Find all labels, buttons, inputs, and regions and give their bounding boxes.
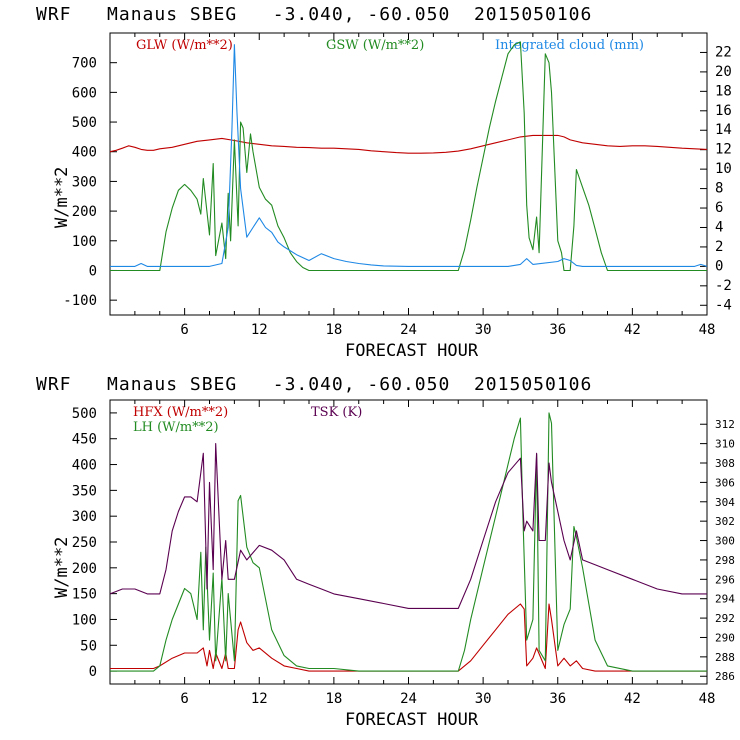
x-tick-label: 6 [180,322,188,338]
y2-tick-label: 4 [715,219,723,235]
x-tick-label: 12 [251,691,268,707]
chart-glw-gsw-cloud: WRF Manaus SBEG -3.040, -60.050 20150501… [36,4,732,361]
x-tick-label: 36 [549,322,566,338]
y2-tick-label: 10 [715,161,732,177]
x-tick-label: 42 [624,691,641,707]
y2-tick-label: 300 [715,535,735,548]
legend-glw: GLW (W/m**2) [136,38,233,53]
y-tick-label: 400 [72,458,97,474]
y-tick-label: 0 [89,263,97,279]
y2-tick-label: 310 [715,438,735,451]
x-axis-label: FORECAST HOUR [345,341,479,361]
series-line-glw [109,134,708,154]
y-tick-label: 300 [72,509,97,525]
series-line-lh [110,412,707,672]
y2-tick-label: 8 [715,181,723,197]
y2-tick-label: 312 [715,418,735,431]
legend-tsk: TSK (K) [311,405,362,420]
x-tick-label: 24 [400,322,417,338]
y-tick-label: -100 [63,293,97,309]
x-tick-label: 12 [251,322,268,338]
axis-ticks: 6 12 18 24 30 36 42 48-100010020030040050060070… [63,33,732,338]
y-tick-label: 100 [72,234,97,250]
y2-tick-label: 286 [715,670,735,683]
y-tick-label: 700 [72,56,97,72]
series-line-gsw [110,41,707,272]
legend-hfx: HFX (W/m**2) [133,405,228,420]
y-tick-label: 600 [72,85,97,101]
y-tick-label: 100 [72,612,97,628]
series-lines [109,412,707,672]
y2-tick-label: -4 [715,297,732,313]
y2-tick-label: 18 [715,83,732,99]
y-axis-label: W/m**2 [52,167,72,228]
x-axis-label: FORECAST HOUR [345,710,479,730]
y2-tick-label: 2 [715,239,723,255]
y-tick-label: 450 [72,432,97,448]
y2-tick-label: 304 [715,496,735,509]
x-tick-label: 18 [325,322,342,338]
y2-tick-label: 290 [715,631,735,644]
y2-tick-label: 12 [715,142,732,158]
x-tick-label: 18 [325,691,342,707]
x-tick-label: 36 [549,691,566,707]
x-tick-label: 48 [699,691,716,707]
y2-tick-label: 294 [715,593,735,606]
series-lines [109,41,708,272]
y-tick-label: 500 [72,406,97,422]
x-tick-label: 24 [400,691,417,707]
y2-tick-label: 296 [715,573,735,586]
y2-tick-label: 288 [715,651,735,664]
axis-ticks: 6 12 18 24 30 36 42 48 0 50 100 150 200 250 300 350 400 4… [72,400,735,707]
legend-lh: LH (W/m**2) [133,420,219,435]
y2-tick-label: 22 [715,44,732,60]
y-tick-label: 200 [72,204,97,220]
y-tick-label: 150 [72,587,97,603]
y2-tick-label: 306 [715,476,735,489]
y2-tick-label: 302 [715,515,735,528]
y-tick-label: 200 [72,561,97,577]
y2-tick-label: 16 [715,103,732,119]
y2-tick-label: 14 [715,122,732,138]
y-axis-label: W/m**2 [52,537,72,598]
y-tick-label: 0 [89,664,97,680]
y2-tick-label: 298 [715,554,735,567]
y2-tick-label: -2 [715,278,732,294]
y-tick-label: 50 [80,638,97,654]
y-tick-label: 250 [72,535,97,551]
y2-tick-label: 20 [715,64,732,80]
chart-title: WRF Manaus SBEG -3.040, -60.050 20150501… [36,4,592,25]
y2-tick-label: 292 [715,612,735,625]
legend-gsw: GSW (W/m**2) [326,38,424,53]
x-tick-label: 6 [180,691,188,707]
y-tick-label: 500 [72,115,97,131]
series-line-integrated [110,44,708,267]
legend-cloud: Integrated cloud (mm) [495,38,644,53]
series-line-hfx [110,603,707,672]
chart-title: WRF Manaus SBEG -3.040, -60.050 20150501… [36,374,592,395]
x-tick-label: 30 [475,322,492,338]
y-tick-label: 350 [72,483,97,499]
y2-tick-label: 308 [715,457,735,470]
y2-tick-label: 6 [715,200,723,216]
chart-hfx-lh-tsk: WRF Manaus SBEG -3.040, -60.050 20150501… [36,374,735,730]
y2-tick-label: 0 [715,258,723,274]
y-tick-label: 400 [72,145,97,161]
y-tick-label: 300 [72,174,97,190]
x-tick-label: 42 [624,322,641,338]
x-tick-label: 48 [699,322,716,338]
series-line-tsk [109,443,707,609]
x-tick-label: 30 [475,691,492,707]
